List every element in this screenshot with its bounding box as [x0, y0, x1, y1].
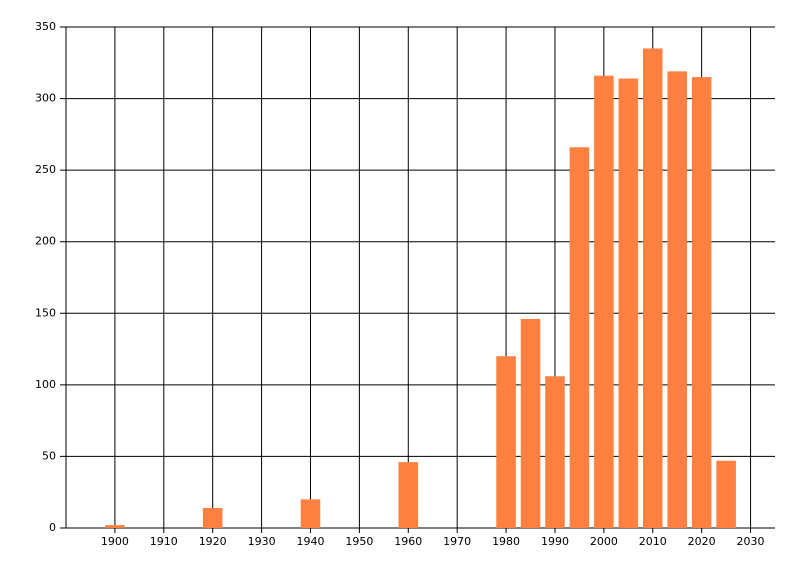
x-tick-label: 1900: [101, 535, 129, 548]
y-tick-label: 100: [35, 378, 56, 391]
bar: [520, 319, 541, 528]
x-tick-label: 2010: [639, 535, 667, 548]
bar: [105, 525, 125, 528]
x-tick-label: 1980: [492, 535, 520, 548]
y-tick-label: 200: [35, 235, 56, 248]
y-tick-label: 300: [35, 92, 56, 105]
x-tick-label: 1930: [248, 535, 276, 548]
x-tick-label: 1990: [541, 535, 569, 548]
x-tick-label: 1950: [345, 535, 373, 548]
bar: [642, 48, 663, 528]
y-tick-label: 250: [35, 163, 56, 176]
x-tick-label: 1970: [443, 535, 471, 548]
y-tick-label: 0: [49, 521, 56, 534]
x-tick-label: 1940: [296, 535, 324, 548]
bar: [716, 460, 736, 528]
bar: [569, 147, 590, 529]
bar: [594, 75, 614, 528]
bar: [496, 356, 516, 528]
x-tick-label: 1920: [199, 535, 227, 548]
x-tick-label: 2000: [590, 535, 618, 548]
y-tick-label: 350: [35, 20, 56, 33]
bar: [398, 462, 419, 528]
bar: [300, 499, 321, 528]
x-tick-label: 2020: [688, 535, 716, 548]
bar: [545, 376, 565, 528]
bar: [667, 71, 687, 529]
bar: [691, 77, 712, 528]
bar: [202, 507, 223, 528]
y-tick-label: 150: [35, 306, 56, 319]
x-tick-label: 1960: [394, 535, 422, 548]
x-tick-label: 2030: [737, 535, 765, 548]
y-tick-label: 50: [42, 449, 56, 462]
bar: [618, 78, 639, 528]
x-tick-label: 1910: [150, 535, 178, 548]
